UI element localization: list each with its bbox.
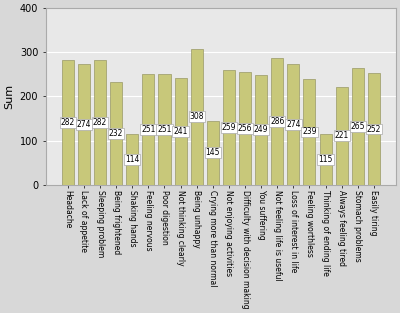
Text: 239: 239 bbox=[302, 127, 317, 136]
Bar bbox=[110, 82, 122, 185]
Text: 221: 221 bbox=[334, 131, 349, 141]
Bar bbox=[255, 75, 267, 185]
Text: 282: 282 bbox=[61, 118, 75, 127]
Bar bbox=[304, 79, 316, 185]
Text: 249: 249 bbox=[254, 125, 268, 134]
Bar bbox=[158, 74, 170, 185]
Bar bbox=[191, 49, 203, 185]
Text: 282: 282 bbox=[93, 118, 107, 127]
Text: 251: 251 bbox=[141, 125, 156, 134]
Bar bbox=[239, 72, 251, 185]
Text: 251: 251 bbox=[157, 125, 172, 134]
Bar bbox=[336, 87, 348, 185]
Y-axis label: Sum: Sum bbox=[4, 84, 14, 109]
Text: 308: 308 bbox=[190, 112, 204, 121]
Bar bbox=[142, 74, 154, 185]
Bar bbox=[352, 68, 364, 185]
Bar bbox=[94, 60, 106, 185]
Bar bbox=[368, 74, 380, 185]
Text: 232: 232 bbox=[109, 129, 123, 138]
Text: 256: 256 bbox=[238, 124, 252, 133]
Bar bbox=[320, 134, 332, 185]
Bar bbox=[287, 64, 299, 185]
Text: 145: 145 bbox=[206, 148, 220, 157]
Text: 265: 265 bbox=[350, 122, 365, 131]
Text: 241: 241 bbox=[173, 127, 188, 136]
Bar bbox=[207, 121, 219, 185]
Bar bbox=[271, 59, 283, 185]
Bar bbox=[126, 134, 138, 185]
Text: 274: 274 bbox=[286, 120, 300, 129]
Bar bbox=[78, 64, 90, 185]
Text: 115: 115 bbox=[318, 155, 333, 164]
Text: 274: 274 bbox=[77, 120, 91, 129]
Bar bbox=[174, 78, 187, 185]
Text: 259: 259 bbox=[222, 123, 236, 132]
Bar bbox=[223, 70, 235, 185]
Text: 252: 252 bbox=[367, 125, 381, 134]
Text: 114: 114 bbox=[125, 155, 140, 164]
Bar bbox=[62, 60, 74, 185]
Text: 286: 286 bbox=[270, 117, 284, 126]
